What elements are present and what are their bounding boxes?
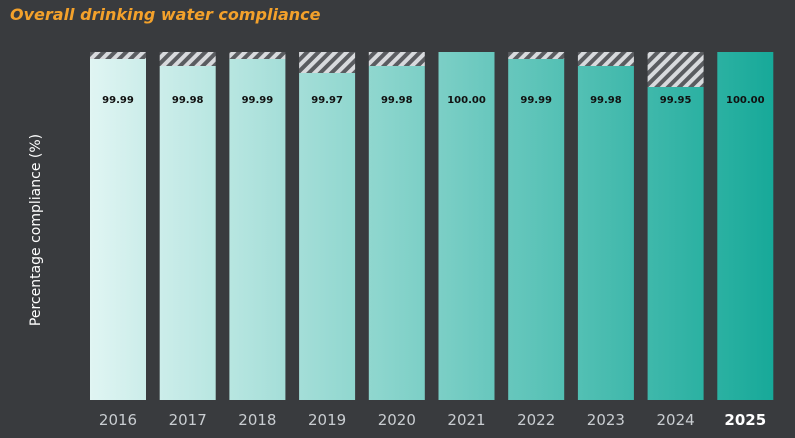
shortfall-hatch <box>508 52 565 59</box>
bar-2019 <box>299 73 356 400</box>
x-tick-label: 2024 <box>657 411 695 429</box>
shortfall-hatch <box>90 52 146 59</box>
x-tick-label: 2022 <box>517 411 555 429</box>
x-tick-label: 2023 <box>587 411 625 429</box>
bar-value-label: 99.97 <box>311 95 343 106</box>
bar-value-label: 99.99 <box>102 95 134 106</box>
bar-2018 <box>229 59 286 400</box>
bar-2021 <box>438 52 495 400</box>
bar-2023 <box>577 66 634 400</box>
x-tick-label: 2021 <box>447 411 485 429</box>
x-tick-label: 2017 <box>169 411 207 429</box>
bar-value-label: 99.95 <box>660 95 692 106</box>
bar-2020 <box>368 66 425 400</box>
bar-value-label: 99.99 <box>520 95 552 106</box>
bar-2022 <box>508 59 565 400</box>
bar-2017 <box>159 66 216 400</box>
bar-value-label: 100.00 <box>447 95 486 106</box>
x-tick-label: 2019 <box>308 411 346 429</box>
x-axis-ticks: 2016 2017 2018 2019 2020 2021 2022 2023 2024 2025 <box>99 411 766 429</box>
bar-2025 <box>717 52 774 400</box>
shortfall-hatch <box>647 52 704 87</box>
bars-group: 99.99 99.98 99.99 99.97 99.98 100.00 99.99 99.9… <box>90 52 774 400</box>
x-tick-label: 2020 <box>378 411 416 429</box>
bar-value-label: 99.98 <box>381 95 413 106</box>
bar-2016 <box>90 59 146 400</box>
shortfall-hatch <box>229 52 286 59</box>
x-tick-label: 2016 <box>99 411 137 429</box>
bar-2024 <box>647 87 704 400</box>
bar-value-label: 99.98 <box>590 95 622 106</box>
bar-value-label: 100.00 <box>726 95 765 106</box>
shortfall-hatch <box>368 52 425 66</box>
x-tick-label: 2018 <box>238 411 276 429</box>
bar-value-label: 99.98 <box>172 95 204 106</box>
shortfall-hatch <box>299 52 356 73</box>
chart-title: Overall drinking water compliance <box>10 5 321 24</box>
shortfall-hatch <box>159 52 216 66</box>
bar-value-label: 99.99 <box>242 95 274 106</box>
x-tick-label: 2025 <box>724 411 766 429</box>
shortfall-hatch <box>577 52 634 66</box>
